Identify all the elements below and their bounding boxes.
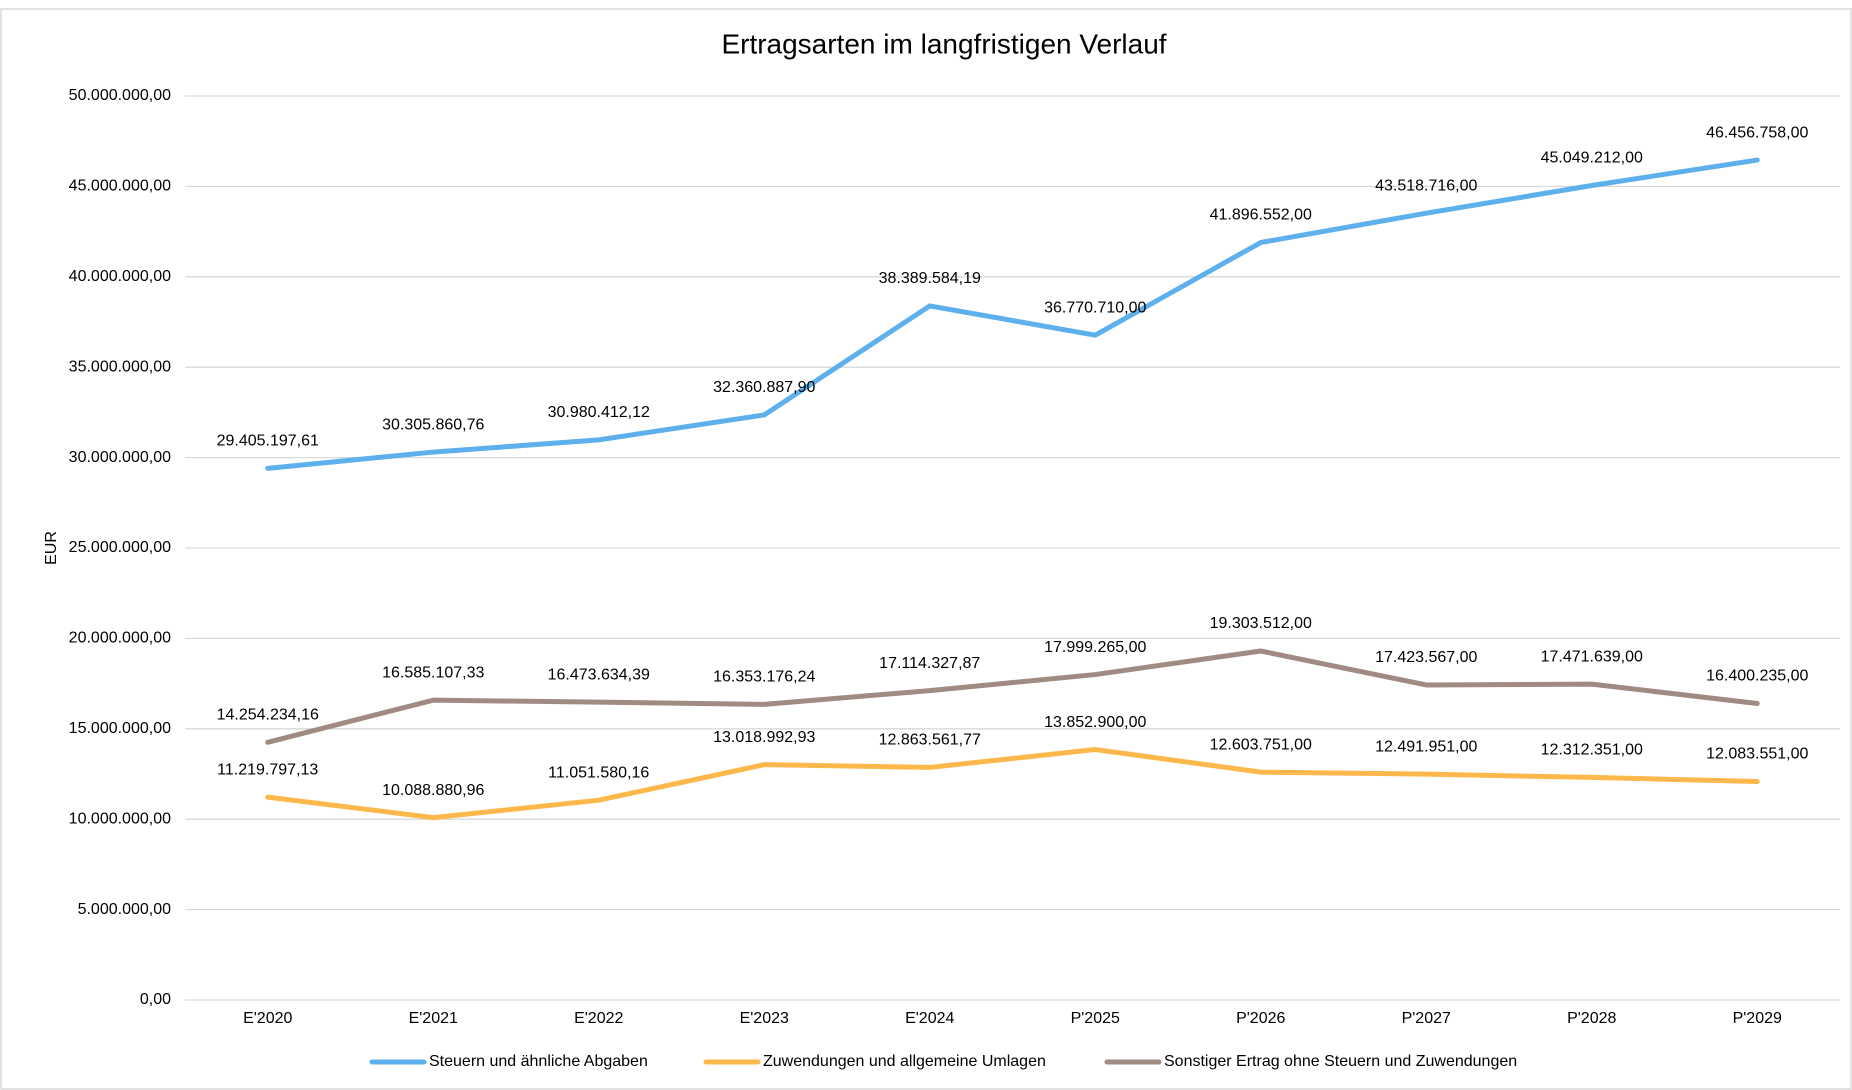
y-axis-label: EUR [43, 531, 60, 565]
y-tick-label: 35.000.000,00 [69, 358, 171, 375]
x-tick-label: P'2025 [1071, 1010, 1120, 1027]
x-tick-label: E'2023 [740, 1010, 789, 1027]
data-label: 38.389.584,19 [879, 270, 981, 287]
data-label: 12.863.561,77 [879, 732, 981, 749]
y-tick-label: 5.000.000,00 [78, 901, 172, 918]
data-label: 10.088.880,96 [382, 782, 484, 799]
data-label: 32.360.887,90 [713, 379, 815, 396]
y-tick-label: 40.000.000,00 [69, 268, 171, 285]
data-label: 41.896.552,00 [1210, 207, 1312, 224]
x-tick-label: P'2029 [1733, 1010, 1782, 1027]
y-tick-label: 50.000.000,00 [69, 87, 171, 104]
data-label: 16.400.235,00 [1706, 668, 1808, 685]
series-line [265, 157, 1760, 471]
data-label: 13.852.900,00 [1044, 714, 1146, 731]
data-label: 45.049.212,00 [1541, 150, 1643, 167]
x-tick-label: P'2027 [1402, 1010, 1451, 1027]
y-tick-label: 20.000.000,00 [69, 630, 171, 647]
y-tick-label: 30.000.000,00 [69, 449, 171, 466]
data-label: 30.980.412,12 [548, 404, 650, 421]
data-label: 16.353.176,24 [713, 669, 815, 686]
y-tick-label: 10.000.000,00 [69, 810, 171, 827]
data-label: 12.603.751,00 [1210, 736, 1312, 753]
data-label: 13.018.992,93 [713, 729, 815, 746]
data-label: 17.999.265,00 [1044, 639, 1146, 656]
x-tick-label: P'2026 [1236, 1010, 1285, 1027]
legend-label: Sonstiger Ertrag ohne Steuern und Zuwend… [1164, 1053, 1517, 1070]
y-tick-label: 0,00 [140, 991, 171, 1008]
x-tick-label: E'2022 [574, 1010, 623, 1027]
x-tick-label: P'2028 [1567, 1010, 1616, 1027]
x-tick-label: E'2020 [243, 1010, 292, 1027]
data-label: 17.423.567,00 [1375, 649, 1477, 666]
data-label: 11.219.797,13 [217, 761, 318, 778]
data-label: 12.083.551,00 [1706, 746, 1808, 763]
data-label: 17.114.327,87 [879, 655, 980, 672]
data-label: 36.770.710,00 [1044, 299, 1146, 316]
legend-label: Steuern und ähnliche Abgaben [429, 1053, 648, 1070]
y-tick-label: 25.000.000,00 [69, 539, 171, 556]
data-label: 46.456.758,00 [1706, 124, 1808, 141]
data-label: 12.491.951,00 [1375, 738, 1477, 755]
x-tick-label: E'2024 [905, 1010, 954, 1027]
chart-frame [0, 8, 1852, 1090]
legend-label: Zuwendungen und allgemeine Umlagen [763, 1053, 1046, 1070]
data-label: 30.305.860,76 [382, 416, 484, 433]
series-line [265, 648, 1760, 745]
data-label: 16.473.634,39 [548, 666, 650, 683]
data-label: 17.471.639,00 [1541, 648, 1643, 665]
data-label: 43.518.716,00 [1375, 177, 1477, 194]
data-label: 14.254.234,16 [217, 707, 319, 724]
data-label: 29.405.197,61 [217, 433, 319, 450]
data-label: 12.312.351,00 [1541, 742, 1643, 759]
data-label: 16.585.107,33 [382, 664, 484, 681]
x-tick-label: E'2021 [409, 1010, 458, 1027]
data-label: 11.051.580,16 [548, 764, 649, 781]
y-tick-label: 45.000.000,00 [69, 178, 171, 195]
series-line [265, 747, 1760, 821]
data-label: 19.303.512,00 [1210, 615, 1312, 632]
chart-title: Ertragsarten im langfristigen Verlauf [721, 28, 1166, 59]
y-tick-label: 15.000.000,00 [69, 720, 171, 737]
